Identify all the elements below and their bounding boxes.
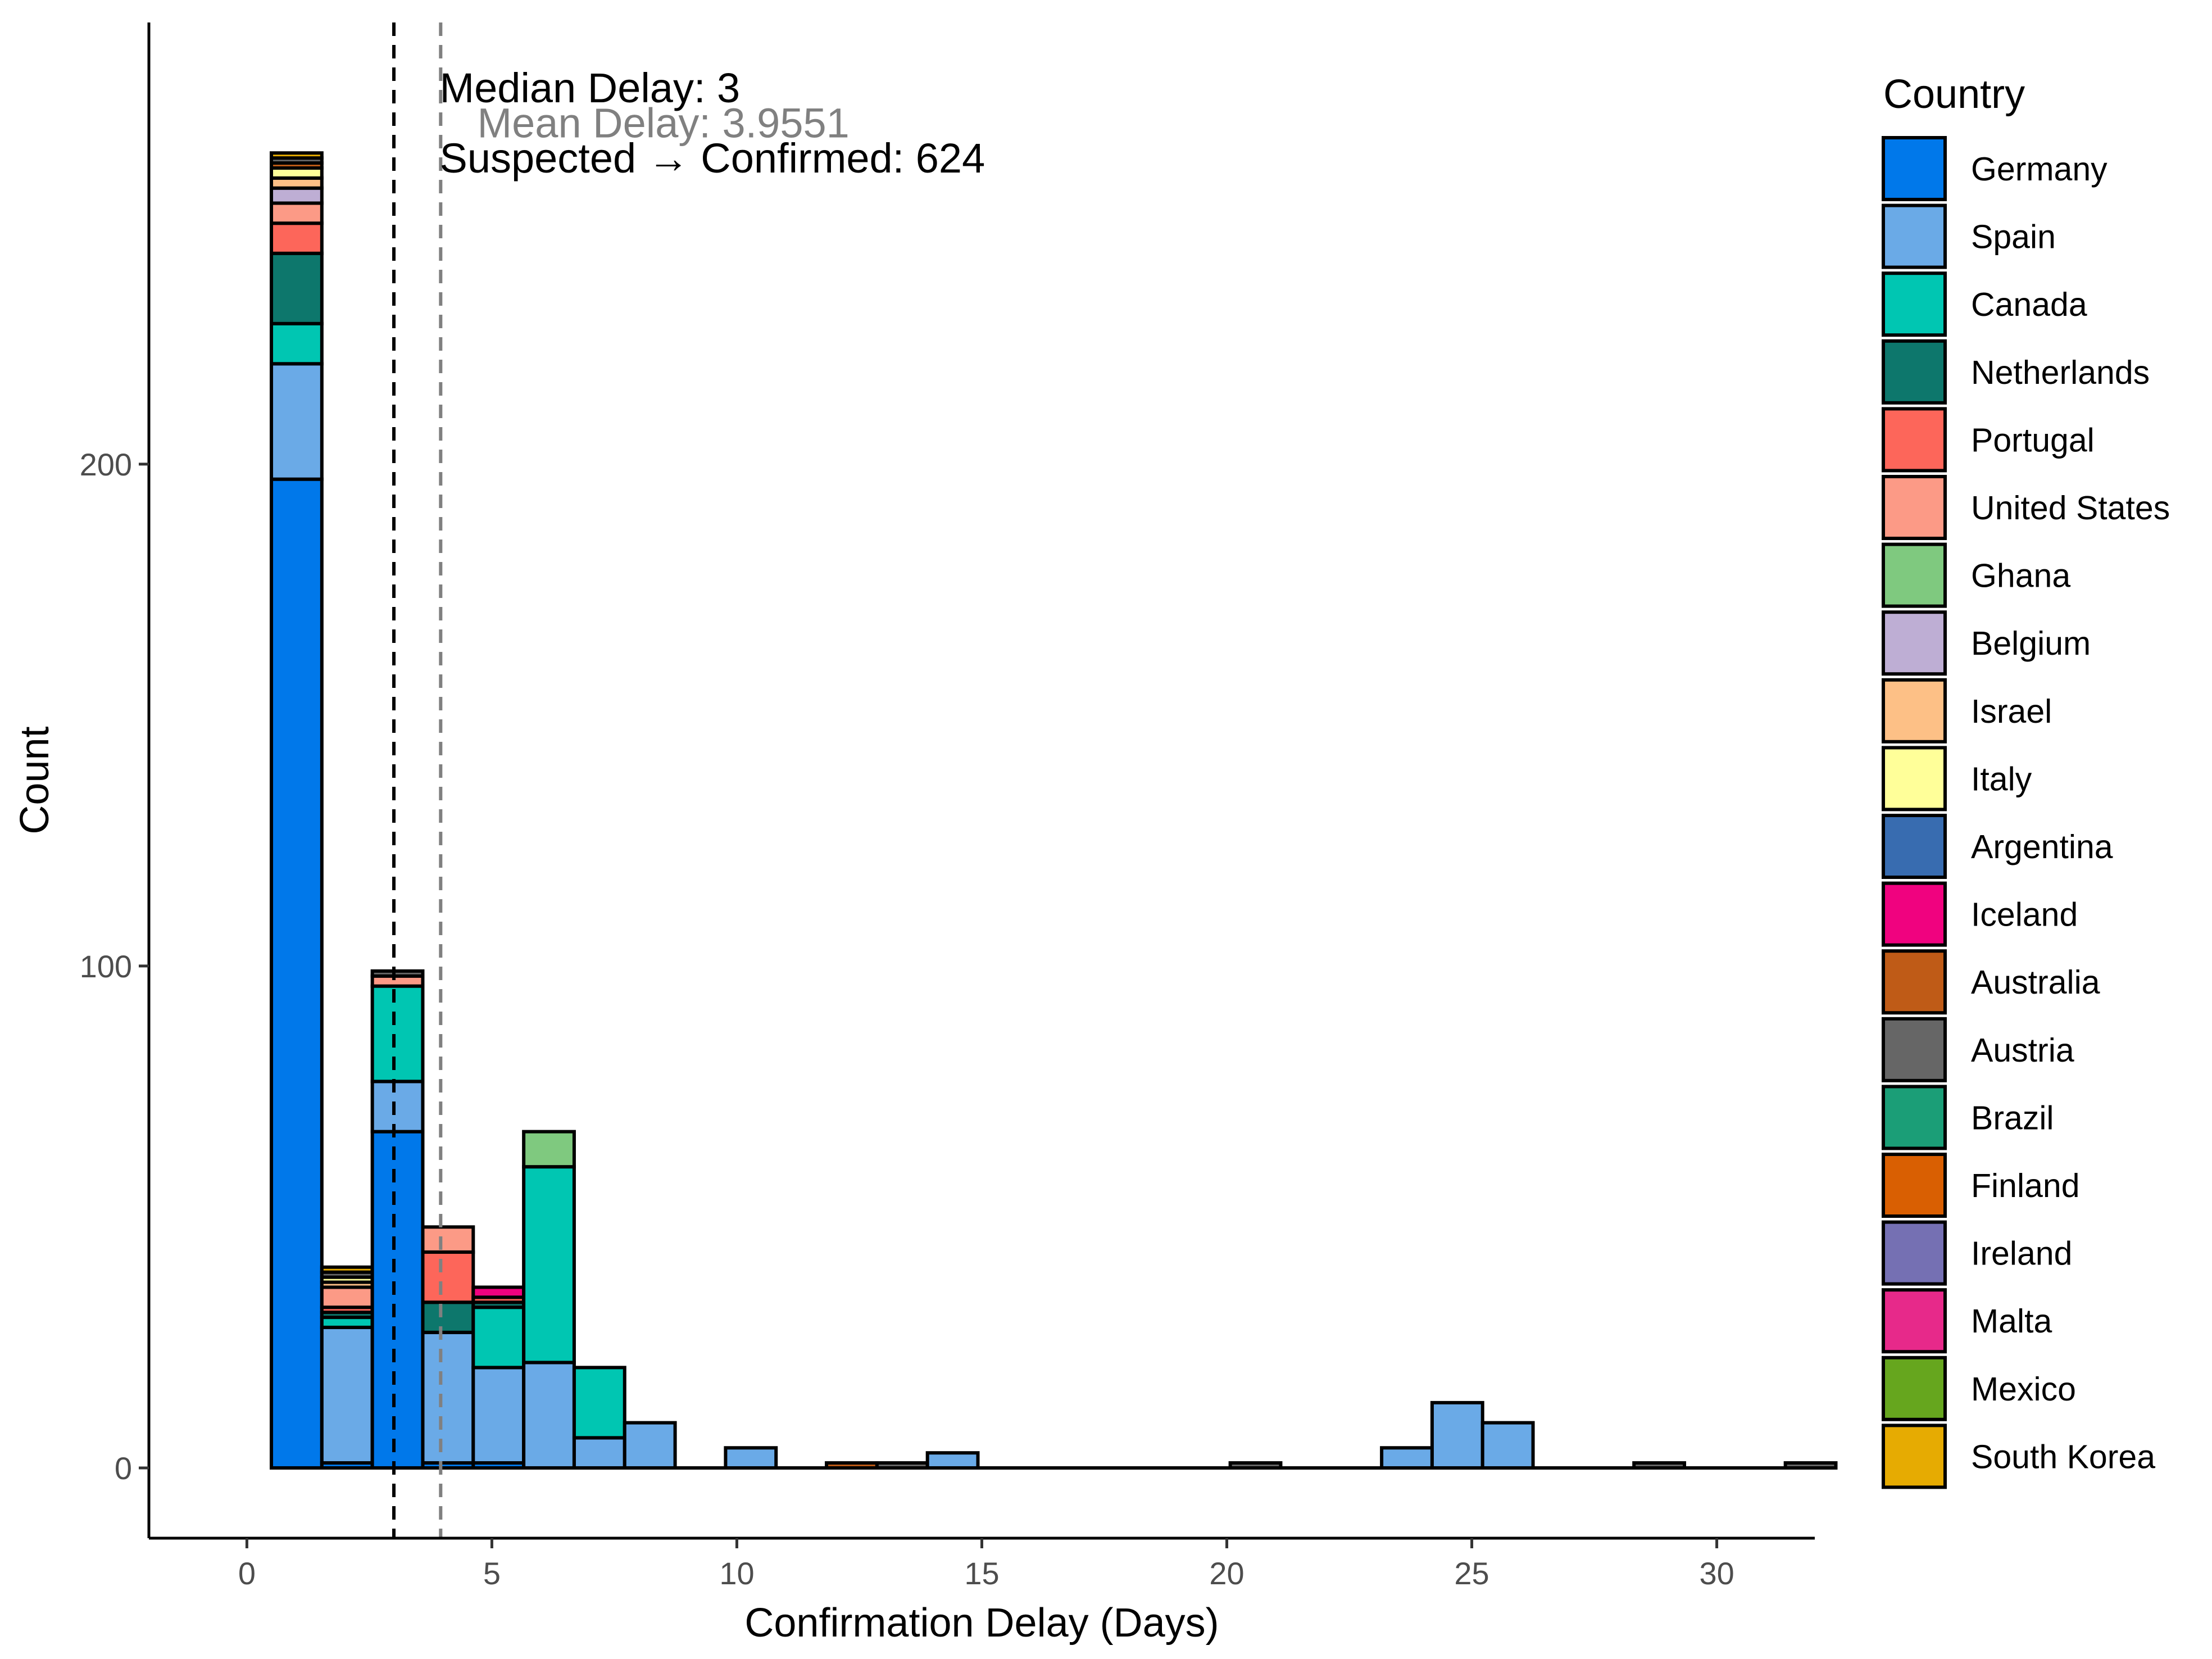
legend-label: Iceland: [1971, 896, 2078, 933]
bar-segment-canada: [572, 1366, 626, 1440]
bar-segment-united-states: [421, 1225, 475, 1254]
bar-segment-spain: [370, 1080, 425, 1134]
legend-label: Malta: [1971, 1303, 2052, 1340]
legend-key-finland: [1882, 1153, 1947, 1218]
legend-key-argentina: [1882, 814, 1947, 879]
bar-segment-germany: [370, 1130, 425, 1470]
reference-lines: [392, 22, 443, 1538]
legend-key-austria: [1882, 1017, 1947, 1082]
bar-segment-spain: [925, 1451, 980, 1470]
legend-label: Israel: [1971, 693, 2052, 730]
legend-label: Italy: [1971, 760, 2032, 797]
y-tick-label: 200: [80, 447, 132, 482]
legend-label: Argentina: [1971, 828, 2113, 865]
legend-label: Belgium: [1971, 625, 2091, 662]
x-tick-label: 15: [964, 1556, 999, 1591]
x-tick-label: 10: [719, 1556, 754, 1591]
bar-stacks: [270, 151, 1838, 1470]
legend-items: Germany Spain Canada Netherlands Portugal Uni…: [1882, 136, 2170, 1489]
legend-key-united-states: [1882, 475, 1947, 540]
x-tick-label: 0: [238, 1556, 256, 1591]
legend-label: South Korea: [1971, 1438, 2155, 1475]
legend-key-mexico: [1882, 1356, 1947, 1421]
legend-key-israel: [1882, 678, 1947, 744]
median-annotation: Median Delay: 3: [439, 65, 740, 111]
bar-segment-spain: [1380, 1446, 1434, 1470]
mean-annotation: Mean Delay: 3.9551: [477, 100, 849, 147]
bar-segment-south-korea: [320, 1265, 374, 1274]
x-tick-label: 5: [483, 1556, 501, 1591]
legend-key-germany: [1882, 136, 1947, 201]
legend-label: Ireland: [1971, 1235, 2072, 1272]
legend-key-belgium: [1882, 610, 1947, 676]
legend-key-ireland: [1882, 1220, 1947, 1286]
bar-segment-canada: [471, 1306, 526, 1370]
bar-segment-canada: [270, 321, 324, 366]
bar-segment-spain: [1480, 1421, 1535, 1470]
legend-label: Australia: [1971, 964, 2100, 1001]
legend-key-italy: [1882, 746, 1947, 812]
x-tick-label: 25: [1454, 1556, 1489, 1591]
bar-segment-germany: [270, 477, 324, 1470]
bar-segment-united-states: [320, 1285, 374, 1309]
legend-label: Netherlands: [1971, 354, 2150, 391]
y-axis-title: Count: [12, 726, 57, 834]
y-axis-ticks: 0 100 200: [80, 447, 149, 1486]
legend-label: United States: [1971, 489, 2170, 527]
axes: 0 5 10 15 20 25 30 0 100 200 Confirmation Delay …: [12, 22, 1815, 1646]
legend-label: Austria: [1971, 1032, 2074, 1069]
x-tick-label: 20: [1209, 1556, 1244, 1591]
bar-segment-belgium: [270, 186, 324, 205]
legend-key-portugal: [1882, 407, 1947, 473]
legend-label: Portugal: [1971, 421, 2095, 459]
legend-key-brazil: [1882, 1085, 1947, 1150]
x-tick-label: 30: [1699, 1556, 1734, 1591]
bar-segment-spain: [421, 1330, 475, 1465]
y-tick-label: 0: [115, 1451, 132, 1486]
legend-key-netherlands: [1882, 339, 1947, 405]
legend: Country Germany Spain Canada Netherlands Por…: [1882, 72, 2170, 1489]
bar-segment-canada: [370, 984, 425, 1084]
bar-segment-spain: [572, 1436, 626, 1470]
bar-segment-netherlands: [421, 1300, 475, 1334]
count-annotation: Suspected → Confirmed: 624: [439, 135, 985, 182]
legend-label: Finland: [1971, 1167, 2080, 1204]
bar-segment-spain: [1430, 1400, 1484, 1470]
bar-segment-canada: [522, 1165, 576, 1365]
bar-segment-ghana: [522, 1130, 576, 1169]
legend-title: Country: [1883, 72, 2025, 117]
legend-key-canada: [1882, 271, 1947, 337]
bar-segment-iceland: [471, 1285, 526, 1299]
bar-segment-spain: [522, 1361, 576, 1470]
bar-segment-spain: [623, 1421, 677, 1470]
bar-segment-portugal: [421, 1250, 475, 1304]
bar-segment-spain: [471, 1366, 526, 1465]
bar-segment-netherlands: [270, 251, 324, 325]
bar-segment-austria: [370, 969, 425, 978]
legend-key-ghana: [1882, 542, 1947, 608]
bar-segment-spain: [724, 1446, 778, 1470]
x-axis-ticks: 0 5 10 15 20 25 30: [238, 1538, 1734, 1591]
legend-label: Spain: [1971, 219, 2056, 256]
legend-key-south-korea: [1882, 1424, 1947, 1489]
y-tick-label: 100: [80, 949, 132, 984]
bar-segment-portugal: [270, 221, 324, 255]
legend-key-malta: [1882, 1288, 1947, 1354]
bar-segment-spain: [320, 1325, 374, 1465]
bar-segment-south-korea: [270, 151, 324, 160]
legend-label: Germany: [1971, 151, 2107, 188]
bar-segment-united-states: [270, 201, 324, 225]
bar-segment-spain: [270, 362, 324, 481]
legend-label: Mexico: [1971, 1371, 2076, 1408]
legend-label: Canada: [1971, 286, 2087, 323]
legend-key-spain: [1882, 203, 1947, 269]
x-axis-title: Confirmation Delay (Days): [744, 1601, 1219, 1646]
legend-key-australia: [1882, 949, 1947, 1015]
legend-label: Brazil: [1971, 1099, 2054, 1136]
legend-key-iceland: [1882, 881, 1947, 947]
legend-label: Ghana: [1971, 557, 2070, 595]
